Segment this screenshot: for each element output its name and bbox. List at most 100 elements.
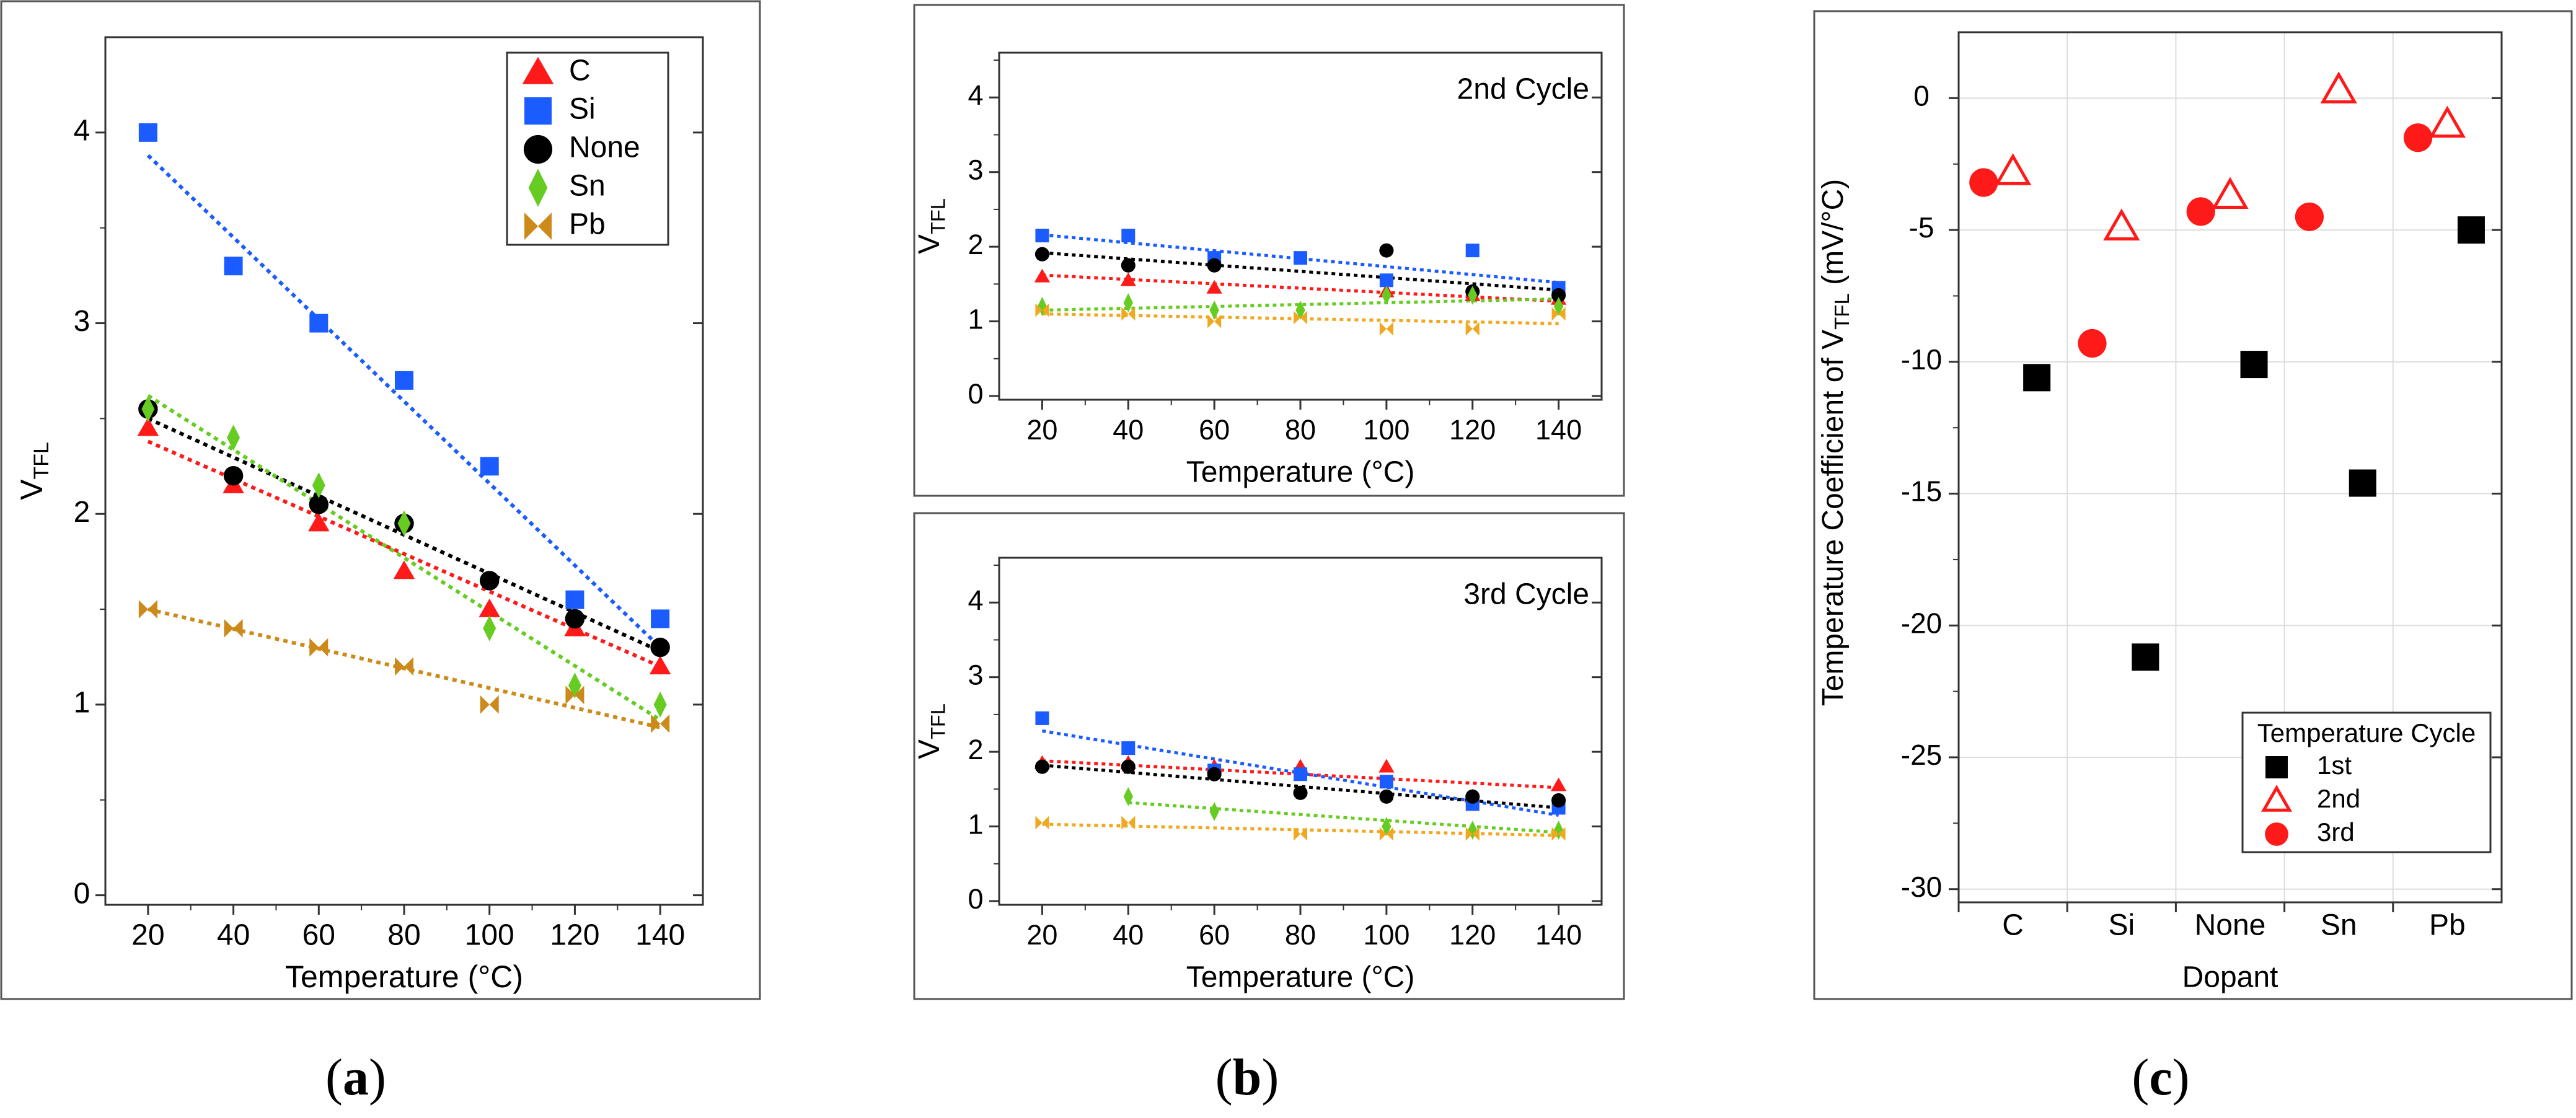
x-tick-label-b1-0: 20 — [1026, 414, 1057, 446]
point-b1-si-100 — [1379, 273, 1393, 288]
y-axis-label-b2: VTFL — [913, 703, 949, 759]
point-c-1st-c — [2023, 364, 2051, 392]
y-tick-label-a-4: 4 — [74, 115, 90, 147]
fit-line-a-pb — [148, 607, 661, 729]
legend-marker-a-none — [523, 134, 553, 164]
x-axis-label-c: Dopant — [2182, 961, 2278, 994]
point-b1-sn-120 — [1468, 285, 1478, 305]
legend-label-a-sn: Sn — [569, 170, 606, 203]
point-b2-c-100 — [1378, 759, 1395, 773]
y-tick-label-b2-0: 0 — [968, 883, 983, 915]
x-tick-label-a-3: 80 — [387, 919, 420, 952]
panel-frame-c — [1813, 10, 2573, 1000]
point-b1-sn-100 — [1382, 285, 1392, 305]
point-c-2nd-pb — [2428, 105, 2466, 138]
point-a-pb-120 — [565, 685, 584, 705]
point-a-si-40 — [224, 257, 243, 276]
x-tick-label-b2-4: 100 — [1363, 919, 1409, 951]
point-a-sn-80 — [397, 510, 411, 537]
panel-frame-a — [0, 0, 761, 1000]
point-b2-si-40 — [1121, 741, 1136, 755]
point-b1-c-60 — [1206, 280, 1222, 294]
point-c-2nd-none — [2212, 177, 2249, 209]
point-b2-sn-40 — [1123, 786, 1133, 806]
legend-label-c-1st: 1st — [2317, 750, 2352, 780]
point-c-2nd-c — [1994, 153, 2032, 185]
x-tick-label-b2-5: 120 — [1449, 919, 1496, 951]
point-b2-sn-120 — [1468, 821, 1478, 840]
point-b2-none-60 — [1207, 767, 1222, 781]
legend-marker-c-1st — [2265, 756, 2288, 778]
fit-line-b2-pb — [1042, 822, 1559, 837]
x-tick-label-b1-1: 40 — [1113, 414, 1144, 446]
point-b1-pb-60 — [1207, 314, 1222, 328]
panel-frame-b2 — [913, 512, 1625, 1000]
point-b1-pb-40 — [1121, 307, 1136, 321]
legend-label-a-si: Si — [569, 93, 596, 126]
point-a-si-80 — [395, 371, 413, 390]
point-b2-pb-80 — [1294, 827, 1307, 841]
point-a-pb-40 — [224, 618, 243, 638]
y-tick-label-c-0: 0 — [1913, 80, 1930, 112]
point-a-pb-140 — [651, 714, 670, 733]
fit-line-a-sn — [147, 394, 661, 722]
x-tick-label-c-1: Si — [2108, 909, 2135, 942]
legend-title-c: Temperature Cycle — [2257, 718, 2476, 747]
panel-title-b2: 3rd Cycle — [1463, 578, 1589, 611]
point-a-pb-80 — [395, 657, 413, 676]
point-a-si-60 — [309, 314, 329, 333]
y-tick-label-b2-1: 1 — [968, 808, 983, 840]
legend-label-a-pb: Pb — [569, 208, 606, 241]
point-b1-none-100 — [1379, 243, 1394, 258]
y-tick-label-c-6: -30 — [1901, 871, 1942, 903]
fit-line-b2-sn — [1128, 801, 1559, 834]
point-a-pb-60 — [309, 638, 329, 657]
x-tick-label-c-4: Pb — [2429, 909, 2466, 942]
point-a-c-140 — [649, 656, 671, 675]
point-b1-pb-80 — [1294, 310, 1307, 325]
point-b1-pb-120 — [1465, 322, 1480, 336]
y-tick-label-b2-4: 4 — [968, 584, 983, 616]
x-axis-label-a: Temperature (°C) — [285, 959, 523, 994]
legend-label-a-none: None — [569, 131, 640, 164]
point-b1-none-40 — [1121, 258, 1136, 273]
point-b1-si-80 — [1294, 251, 1307, 265]
point-b1-none-60 — [1207, 258, 1222, 273]
point-a-si-120 — [565, 590, 584, 609]
point-b1-si-40 — [1121, 229, 1136, 243]
point-a-pb-100 — [480, 695, 499, 714]
point-b2-sn-60 — [1209, 802, 1219, 821]
fit-line-a-si — [146, 154, 662, 649]
y-tick-label-b1-3: 3 — [968, 154, 983, 186]
y-tick-label-b1-4: 4 — [968, 79, 983, 111]
point-c-3rd-pb — [2403, 123, 2433, 152]
point-c-1st-pb — [2457, 216, 2485, 244]
y-tick-label-c-4: -20 — [1901, 607, 1942, 639]
point-b1-c-20 — [1034, 268, 1051, 283]
y-tick-label-c-1: -5 — [1909, 211, 1934, 244]
x-tick-label-b1-2: 60 — [1199, 414, 1230, 446]
point-a-si-100 — [480, 457, 499, 476]
legend-label-c-3rd: 3rd — [2317, 817, 2355, 847]
point-a-sn-60 — [312, 472, 325, 499]
point-c-2nd-si — [2103, 208, 2140, 241]
point-a-pb-20 — [138, 600, 157, 619]
point-b1-sn-140 — [1553, 297, 1564, 316]
point-b2-none-120 — [1465, 789, 1480, 804]
x-tick-label-b1-6: 140 — [1535, 414, 1582, 446]
point-b1-si-120 — [1465, 244, 1480, 258]
legend-label-c-2nd: 2nd — [2317, 784, 2360, 813]
x-tick-label-c-3: Sn — [2321, 909, 2357, 942]
fit-line-b1-c — [1042, 273, 1559, 303]
point-a-none-40 — [223, 465, 244, 486]
point-b2-none-20 — [1034, 759, 1049, 774]
point-c-3rd-sn — [2295, 202, 2324, 231]
plot-area-c — [1957, 31, 2503, 904]
y-axis-label-b1: VTFL — [913, 198, 949, 254]
x-tick-label-a-4: 100 — [465, 919, 514, 952]
point-c-3rd-c — [1969, 168, 1998, 197]
y-axis-label-c: Temperature Coefficient of VTFL (mV/°C) — [1817, 179, 1853, 706]
point-a-c-80 — [393, 560, 415, 579]
y-tick-label-a-3: 3 — [74, 305, 90, 338]
point-a-none-60 — [309, 495, 329, 514]
